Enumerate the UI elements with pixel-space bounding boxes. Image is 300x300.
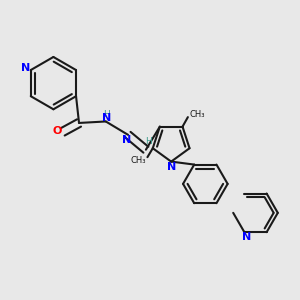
Text: N: N bbox=[102, 113, 111, 124]
Text: N: N bbox=[167, 162, 176, 172]
Text: H: H bbox=[103, 110, 110, 119]
Text: O: O bbox=[52, 126, 62, 136]
Text: N: N bbox=[122, 135, 131, 145]
Text: H: H bbox=[146, 137, 152, 146]
Text: N: N bbox=[242, 232, 251, 242]
Text: N: N bbox=[21, 63, 30, 73]
Text: CH₃: CH₃ bbox=[130, 156, 146, 165]
Text: CH₃: CH₃ bbox=[189, 110, 205, 119]
